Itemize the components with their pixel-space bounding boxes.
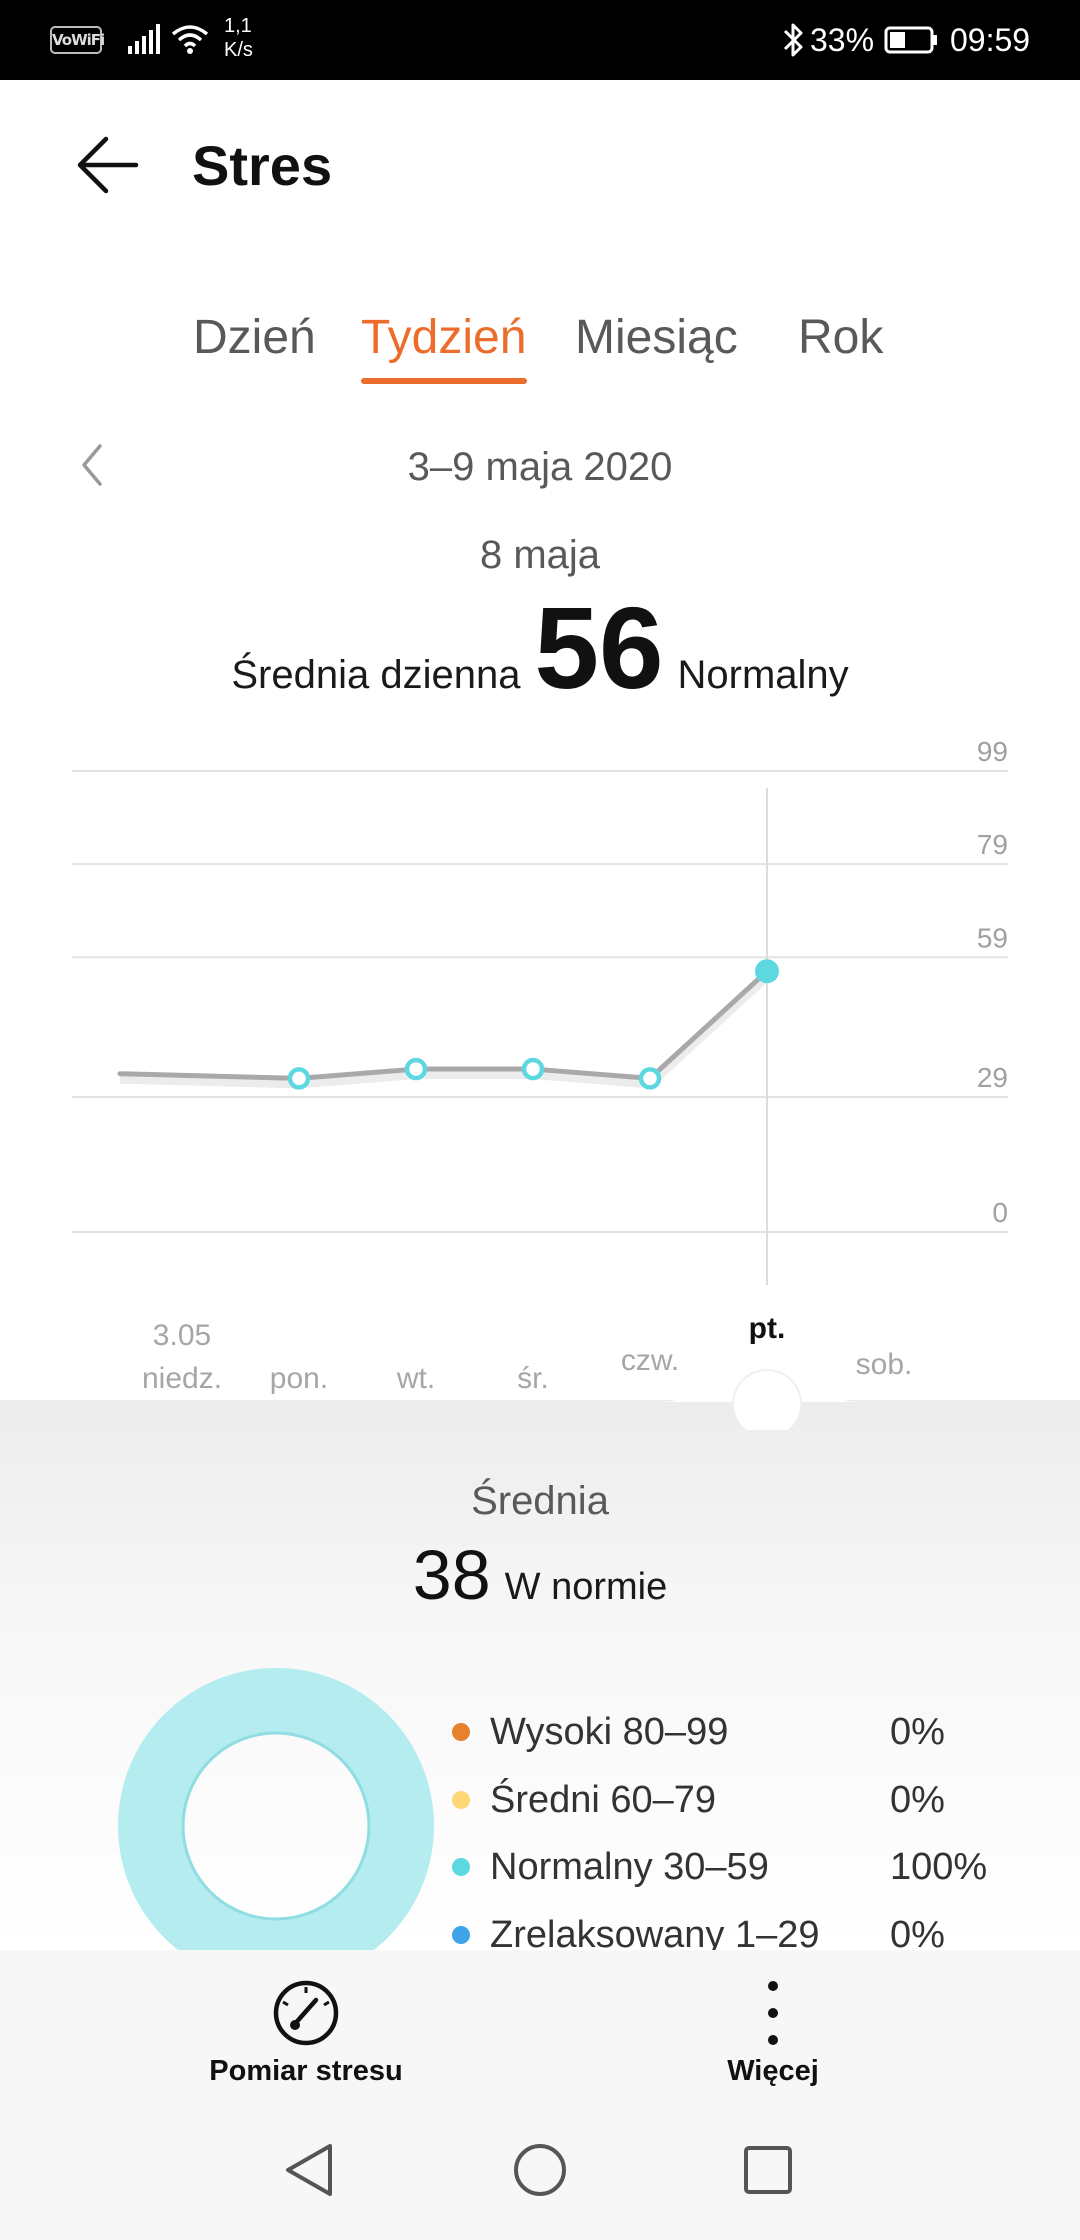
tab-week[interactable]: Tydzień: [361, 311, 527, 364]
selected-date: 8 maja: [479, 533, 601, 577]
legend-label: Średni 60–79: [490, 1779, 717, 1821]
data-point: [287, 1067, 311, 1090]
more-vertical-icon: [768, 1981, 778, 2045]
legend-percent: 0%: [890, 1914, 945, 1956]
legend-dot: [452, 1926, 470, 1944]
series-line: [117, 968, 770, 1081]
more-button[interactable]: Więcej: [623, 1950, 923, 2092]
legend-label: Zrelaksowany 1–29: [490, 1914, 820, 1956]
clock: 09:59: [950, 22, 1031, 58]
battery-icon: [884, 26, 937, 54]
daily-average-label: Średnia dzienna: [231, 653, 521, 697]
measure-stress-label: Pomiar stresu: [209, 2055, 403, 2087]
x-tick-label: pt.: [749, 1312, 786, 1345]
y-tick-label: 0: [992, 1197, 1008, 1228]
bluetooth-icon: [783, 23, 803, 57]
data-point: [638, 1067, 662, 1090]
x-tick-label: sob.: [856, 1348, 913, 1381]
y-tick-label: 29: [977, 1062, 1008, 1093]
battery-percent: 33%: [810, 22, 875, 58]
selection-knob: [732, 1369, 802, 1430]
chevron-left-icon[interactable]: [76, 440, 106, 490]
daily-average: Średnia dzienna 56 Normalny: [0, 590, 1080, 710]
legend-item: Średni 60–79 0%: [448, 1771, 1008, 1831]
series-line-shadow: [119, 974, 770, 1089]
data-point: [521, 1057, 545, 1081]
legend-item: Wysoki 80–99 0%: [448, 1703, 1008, 1763]
date-range: 3–9 maja 2020: [407, 445, 673, 489]
daily-average-status: Normalny: [677, 653, 849, 697]
legend-dot: [452, 1723, 470, 1741]
tab-month[interactable]: Miesiąc: [575, 311, 738, 364]
vowifi-icon: VoWiFi: [50, 26, 105, 54]
x-tick-label: śr.: [517, 1362, 549, 1395]
system-nav-bar: [0, 2092, 1080, 2240]
legend-item: Zrelaksowany 1–29 0%: [448, 1906, 1008, 1966]
data-point-selected: [755, 959, 779, 984]
back-triangle-icon[interactable]: [280, 2140, 340, 2200]
tab-day[interactable]: Dzień: [193, 311, 316, 364]
x-tick-label: czw.: [621, 1344, 679, 1377]
x-tick-date: 3.05: [153, 1319, 211, 1352]
legend-label: Wysoki 80–99: [490, 1711, 729, 1753]
measure-stress-button[interactable]: Pomiar stresu: [156, 1950, 456, 2092]
stress-distribution-donut: [118, 1668, 434, 1984]
summary-value: 38: [412, 1536, 491, 1614]
daily-average-value: 56: [534, 583, 664, 713]
data-point: [404, 1057, 428, 1081]
y-tick-label: 59: [977, 922, 1008, 953]
period-tabs: Dzień Tydzień Miesiąc Rok: [0, 300, 1080, 390]
legend-percent: 0%: [890, 1779, 945, 1821]
home-circle-icon[interactable]: [510, 2140, 570, 2200]
legend-item: Normalny 30–59 100%: [448, 1838, 1008, 1898]
gauge-icon: [273, 1980, 339, 2046]
legend-dot: [452, 1858, 470, 1876]
more-label: Więcej: [727, 2055, 819, 2087]
page-title: Stres: [192, 134, 333, 197]
y-tick-label: 99: [977, 736, 1008, 767]
summary-status: W normie: [504, 1566, 668, 1608]
network-speed: 1,1 K/s: [224, 15, 253, 61]
status-bar: VoWiFi 1,1 K/s 33% 09:59: [0, 0, 1080, 80]
x-tick-label: pon.: [270, 1362, 328, 1395]
legend-percent: 100%: [890, 1846, 988, 1888]
legend-percent: 0%: [890, 1711, 945, 1753]
x-tick-label: wt.: [396, 1362, 435, 1395]
legend-label: Normalny 30–59: [490, 1846, 769, 1888]
summary-average: 38 W normie: [0, 1540, 1080, 1610]
recents-square-icon[interactable]: [738, 2140, 798, 2200]
back-arrow-icon[interactable]: [74, 132, 140, 198]
y-tick-label: 79: [977, 829, 1008, 860]
signal-icon: [128, 24, 160, 54]
tab-year[interactable]: Rok: [798, 311, 884, 364]
bottom-action-bar: Pomiar stresu Więcej: [0, 1950, 1080, 2092]
active-tab-indicator: [361, 378, 527, 384]
wifi-icon: [171, 25, 209, 54]
legend-dot: [452, 1791, 470, 1809]
x-tick-label: niedz.: [142, 1362, 222, 1395]
summary-title: Średnia: [471, 1479, 609, 1523]
stress-week-chart[interactable]: 99 79 59 29 0 niedz. 3.05 pon. wt. śr. czw. pt. sob.: [0, 730, 1080, 1430]
